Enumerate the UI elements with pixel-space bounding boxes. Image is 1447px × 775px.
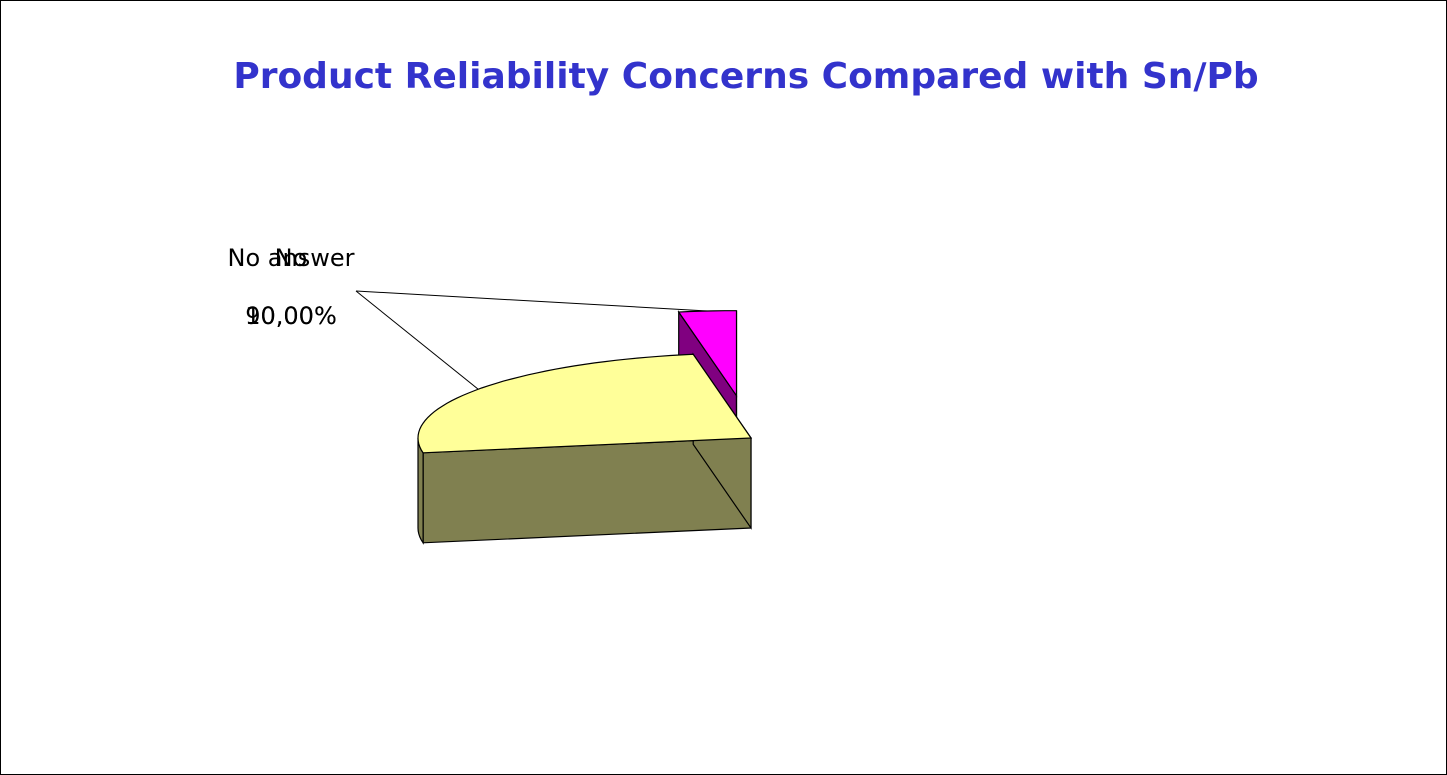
slice-value-label: 10,00% [245, 302, 337, 330]
slice [417, 353, 753, 454]
slice [677, 310, 738, 398]
chart-title: Product Reliability Concerns Compared wi… [233, 56, 1259, 97]
slice-label: No [275, 244, 308, 272]
leader-line [355, 290, 479, 390]
leader-line [355, 290, 708, 312]
slice-value-label: 90,00% [245, 302, 337, 330]
slice-label: No answer [228, 244, 355, 272]
slice-side [417, 437, 424, 545]
